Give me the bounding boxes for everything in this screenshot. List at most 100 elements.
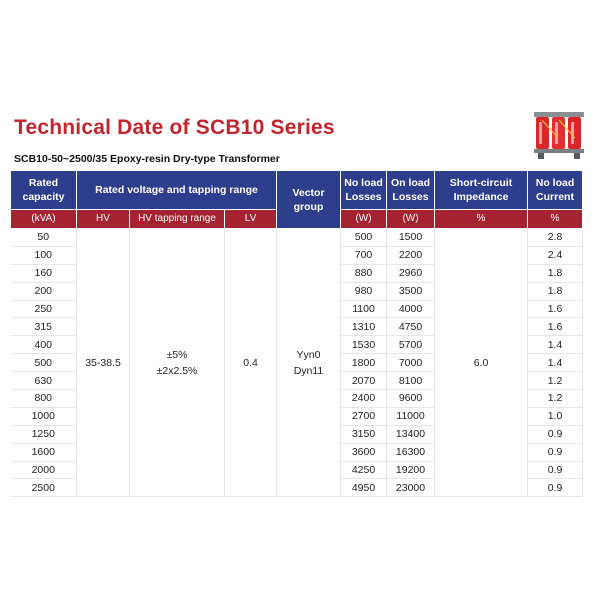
table-subtitle: SCB10-50~2500/35 Epoxy-resin Dry-type Tr… xyxy=(14,153,280,165)
no-load-loss-cell: 500 xyxy=(340,228,387,247)
table-row: 50 35-38.5 ±5% ±2x2.5% 0.4 Yyn0 Dyn11 500 1500 6.… xyxy=(10,228,583,498)
no-load-loss-cell: 2400 xyxy=(340,389,387,408)
no-load-loss-cell: 3150 xyxy=(340,425,387,444)
capacity-cell: 200 xyxy=(10,282,77,301)
no-load-loss-cell: 3600 xyxy=(340,443,387,462)
unit-current: % xyxy=(527,209,583,229)
spec-table-body: 50 35-38.5 ±5% ±2x2.5% 0.4 Yyn0 Dyn11 500 1500 6.… xyxy=(10,228,583,498)
lv-cell: 0.4 xyxy=(224,228,277,498)
on-load-loss-cell: 1500 xyxy=(386,228,435,247)
table-row: 250 1100 4000 1.6 xyxy=(10,300,583,319)
no-load-current-cell: 2.8 xyxy=(527,228,583,247)
on-load-loss-cell: 11000 xyxy=(386,407,435,426)
capacity-cell: 315 xyxy=(10,317,77,337)
unit-on-load-losses: (W) xyxy=(386,209,435,229)
table-row: 1000 2700 11000 1.0 xyxy=(10,407,583,426)
no-load-loss-cell: 1530 xyxy=(340,335,387,355)
no-load-loss-cell: 2700 xyxy=(340,407,387,426)
no-load-loss-cell: 880 xyxy=(340,264,387,283)
header-no-load-losses: No load Losses xyxy=(340,170,387,210)
table-row: 1250 3150 13400 0.9 xyxy=(10,425,583,444)
header-vector-group: Vector group xyxy=(276,170,341,229)
no-load-loss-cell: 4250 xyxy=(340,461,387,480)
no-load-current-cell: 1.8 xyxy=(527,282,583,301)
on-load-loss-cell: 7000 xyxy=(386,353,435,373)
hv-tapping-value: ±2x2.5% xyxy=(156,364,198,377)
page-title: Technical Date of SCB10 Series xyxy=(14,116,335,139)
hv-tapping-cell: ±5% ±2x2.5% xyxy=(129,228,225,498)
vector-group-value: Yyn0 xyxy=(296,348,321,361)
on-load-loss-cell: 9600 xyxy=(386,389,435,408)
table-row: 500 1800 7000 1.4 xyxy=(10,353,583,373)
unit-hv: HV xyxy=(76,209,130,229)
no-load-current-cell: 1.2 xyxy=(527,371,583,391)
no-load-loss-cell: 700 xyxy=(340,246,387,265)
table-row: 800 2400 9600 1.2 xyxy=(10,389,583,408)
header-no-load-current: No load Current xyxy=(527,170,583,210)
header-rated-voltage: Rated voltage and tapping range xyxy=(76,170,277,210)
on-load-loss-cell: 2200 xyxy=(386,246,435,265)
on-load-loss-cell: 23000 xyxy=(386,478,435,498)
no-load-current-cell: 1.6 xyxy=(527,300,583,319)
header-on-load-losses: On load Losses xyxy=(386,170,435,210)
no-load-loss-cell: 1310 xyxy=(340,317,387,337)
no-load-loss-cell: 4950 xyxy=(340,478,387,498)
table-row: 400 1530 5700 1.4 xyxy=(10,335,583,355)
capacity-cell: 1250 xyxy=(10,425,77,444)
capacity-cell: 630 xyxy=(10,371,77,391)
table-row: 2500 4950 23000 0.9 xyxy=(10,478,583,498)
vector-group-cell: Yyn0 Dyn11 xyxy=(276,228,341,498)
on-load-loss-cell: 4000 xyxy=(386,300,435,319)
on-load-loss-cell: 16300 xyxy=(386,443,435,462)
unit-impedance: % xyxy=(434,209,528,229)
impedance-cell: 6.0 xyxy=(434,228,528,498)
on-load-loss-cell: 2960 xyxy=(386,264,435,283)
no-load-current-cell: 0.9 xyxy=(527,461,583,480)
capacity-cell: 1000 xyxy=(10,407,77,426)
table-row: 2000 4250 19200 0.9 xyxy=(10,461,583,480)
table-row: 1600 3600 16300 0.9 xyxy=(10,443,583,462)
header-row: Rated capacity Rated voltage and tapping… xyxy=(10,170,583,229)
on-load-loss-cell: 13400 xyxy=(386,425,435,444)
hv-cell: 35-38.5 xyxy=(76,228,130,498)
capacity-cell: 100 xyxy=(10,246,77,265)
no-load-loss-cell: 1800 xyxy=(340,353,387,373)
on-load-loss-cell: 19200 xyxy=(386,461,435,480)
table-row: 315 1310 4750 1.6 xyxy=(10,317,583,337)
no-load-current-cell: 1.6 xyxy=(527,317,583,337)
no-load-current-cell: 0.9 xyxy=(527,425,583,444)
no-load-loss-cell: 1100 xyxy=(340,300,387,319)
on-load-loss-cell: 4750 xyxy=(386,317,435,337)
dry-type-transformer-image xyxy=(530,108,588,160)
unit-hv-tapping: HV tapping range xyxy=(129,209,225,229)
hv-tapping-value: ±5% xyxy=(166,348,188,361)
no-load-current-cell: 1.0 xyxy=(527,407,583,426)
capacity-cell: 1600 xyxy=(10,443,77,462)
spec-table: Rated capacity Rated voltage and tapping… xyxy=(10,170,583,498)
capacity-cell: 400 xyxy=(10,335,77,355)
no-load-current-cell: 1.8 xyxy=(527,264,583,283)
unit-capacity: (kVA) xyxy=(10,209,77,229)
on-load-loss-cell: 8100 xyxy=(386,371,435,391)
capacity-cell: 500 xyxy=(10,353,77,373)
vector-group-value: Dyn11 xyxy=(293,364,324,377)
no-load-current-cell: 2.4 xyxy=(527,246,583,265)
capacity-cell: 800 xyxy=(10,389,77,408)
unit-lv: LV xyxy=(224,209,277,229)
capacity-cell: 2000 xyxy=(10,461,77,480)
unit-no-load-losses: (W) xyxy=(340,209,387,229)
no-load-loss-cell: 980 xyxy=(340,282,387,301)
capacity-cell: 2500 xyxy=(10,478,77,498)
no-load-current-cell: 1.4 xyxy=(527,335,583,355)
on-load-loss-cell: 5700 xyxy=(386,335,435,355)
capacity-cell: 50 xyxy=(10,228,77,247)
no-load-loss-cell: 2070 xyxy=(340,371,387,391)
no-load-current-cell: 0.9 xyxy=(527,443,583,462)
table-row: 100 700 2200 2.4 xyxy=(10,246,583,265)
table-row: 160 880 2960 1.8 xyxy=(10,264,583,283)
unit-row: (kVA) HV HV tapping range LV (W) (W) % % xyxy=(10,209,583,229)
no-load-current-cell: 1.4 xyxy=(527,353,583,373)
table-row: 200 980 3500 1.8 xyxy=(10,282,583,301)
on-load-loss-cell: 3500 xyxy=(386,282,435,301)
capacity-cell: 160 xyxy=(10,264,77,283)
